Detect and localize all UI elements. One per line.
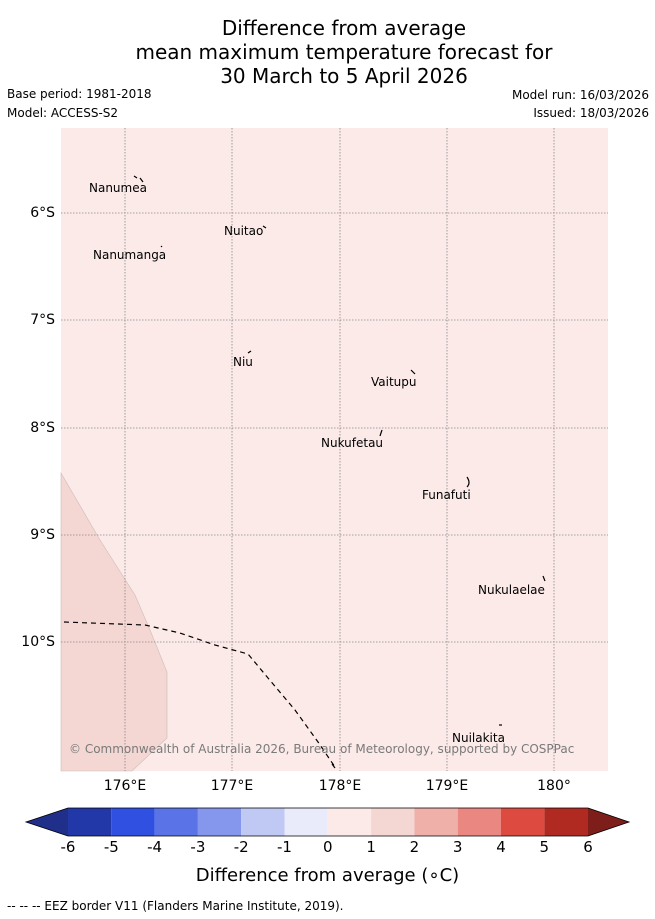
place-label-niu: Niu bbox=[233, 355, 253, 369]
island-nukulaelae bbox=[542, 575, 546, 582]
issued-date: Issued: 18/03/2026 bbox=[533, 106, 649, 120]
island-niu bbox=[247, 350, 252, 354]
map-title: Difference from average mean maximum tem… bbox=[0, 16, 655, 88]
colorbar-segment-3-4 bbox=[457, 808, 501, 836]
colorbar-segment-2-3 bbox=[414, 808, 458, 836]
colorbar-tick: 1 bbox=[366, 838, 376, 856]
colorbar-segment-0-1 bbox=[327, 808, 372, 836]
map-canvas bbox=[60, 128, 608, 772]
lat-label-8s: 8°S bbox=[30, 420, 55, 436]
place-label-nanumanga: Nanumanga bbox=[93, 248, 167, 262]
warm-anomaly-region bbox=[60, 471, 168, 772]
colorbar-segment-5-6 bbox=[544, 808, 588, 836]
colorbar-extend-low bbox=[26, 808, 68, 836]
island-nanumanga bbox=[160, 245, 163, 248]
colorbar-tick: 4 bbox=[496, 838, 506, 856]
model-run: Model run: 16/03/2026 bbox=[511, 88, 649, 102]
colorbar-tick: 3 bbox=[452, 838, 463, 856]
lat-label-6s: 6°S bbox=[30, 205, 55, 221]
colorbar-outline bbox=[24, 807, 631, 837]
colorbar-title: Difference from average (∘C) bbox=[195, 865, 460, 886]
lat-label-10s: 10°S bbox=[21, 634, 55, 650]
colorbar-tick: 0 bbox=[323, 838, 333, 856]
colorbar-segments bbox=[26, 808, 629, 836]
lon-label-177e: 177°E bbox=[210, 778, 254, 794]
colorbar-tick: -3 bbox=[190, 838, 206, 856]
title-line-3: 30 March to 5 April 2026 bbox=[220, 64, 468, 88]
lon-label-179e: 179°E bbox=[425, 778, 469, 794]
island-funafuti bbox=[466, 476, 470, 488]
place-label-nuilakita: Nuilakita bbox=[452, 731, 505, 745]
colorbar-segment-4-5 bbox=[501, 808, 545, 836]
place-label-nuitao: Nuitao bbox=[224, 224, 264, 238]
place-label-nukulaelae: Nukulaelae bbox=[478, 583, 545, 597]
base-period: Base period: 1981-2018 bbox=[7, 87, 152, 101]
title-line-1: Difference from average bbox=[221, 16, 467, 40]
colorbar-extend-high bbox=[588, 808, 629, 836]
colorbar-tick: 6 bbox=[583, 838, 593, 856]
colorbar-segment-1-2 bbox=[371, 808, 415, 836]
place-label-funafuti: Funafuti bbox=[422, 488, 471, 502]
colorbar-segment-m6-m5 bbox=[68, 808, 112, 836]
colorbar-tick: 2 bbox=[409, 838, 420, 856]
colorbar-tick: 5 bbox=[539, 838, 550, 856]
island-vaitupu bbox=[410, 369, 416, 375]
eez-line-lower bbox=[331, 763, 336, 769]
place-label-nanumea: Nanumea bbox=[89, 181, 147, 195]
colorbar-segment-m5-m4 bbox=[111, 808, 155, 836]
lon-label-178e: 178°E bbox=[318, 778, 362, 794]
colorbar-tick: -2 bbox=[233, 838, 249, 856]
colorbar-tick: -1 bbox=[277, 838, 292, 856]
colorbar-segment-m3-m2 bbox=[197, 808, 242, 836]
model-name: Model: ACCESS-S2 bbox=[7, 106, 119, 120]
colorbar-tick: -6 bbox=[60, 838, 76, 856]
copyright-notice: © Commonwealth of Australia 2026, Bureau… bbox=[69, 742, 575, 756]
colorbar-segment-m4-m3 bbox=[154, 808, 198, 836]
graticule bbox=[61, 128, 608, 771]
place-label-vaitupu: Vaitupu bbox=[371, 375, 417, 389]
colorbar bbox=[24, 807, 631, 837]
eez-legend-note: -- -- -- EEZ border V11 (Flanders Marine… bbox=[7, 899, 344, 913]
island-nanumea bbox=[133, 175, 144, 183]
island-nuitao bbox=[262, 225, 267, 229]
lon-label-176e: 176°E bbox=[103, 778, 147, 794]
colorbar-tick: -5 bbox=[103, 838, 119, 856]
colorbar-segment-m2-m1 bbox=[241, 808, 285, 836]
lon-label-180: 180° bbox=[537, 778, 571, 794]
colorbar-segment-m1-0 bbox=[284, 808, 328, 836]
place-label-nukufetau: Nukufetau bbox=[321, 436, 384, 450]
colorbar-tick: -4 bbox=[147, 838, 163, 856]
eez-border bbox=[63, 621, 336, 768]
island-outlines bbox=[133, 175, 546, 726]
island-nukufetau bbox=[379, 429, 383, 437]
lat-label-7s: 7°S bbox=[30, 312, 55, 328]
title-line-2: mean maximum temperature forecast for bbox=[135, 40, 553, 64]
lat-label-9s: 9°S bbox=[30, 527, 55, 543]
